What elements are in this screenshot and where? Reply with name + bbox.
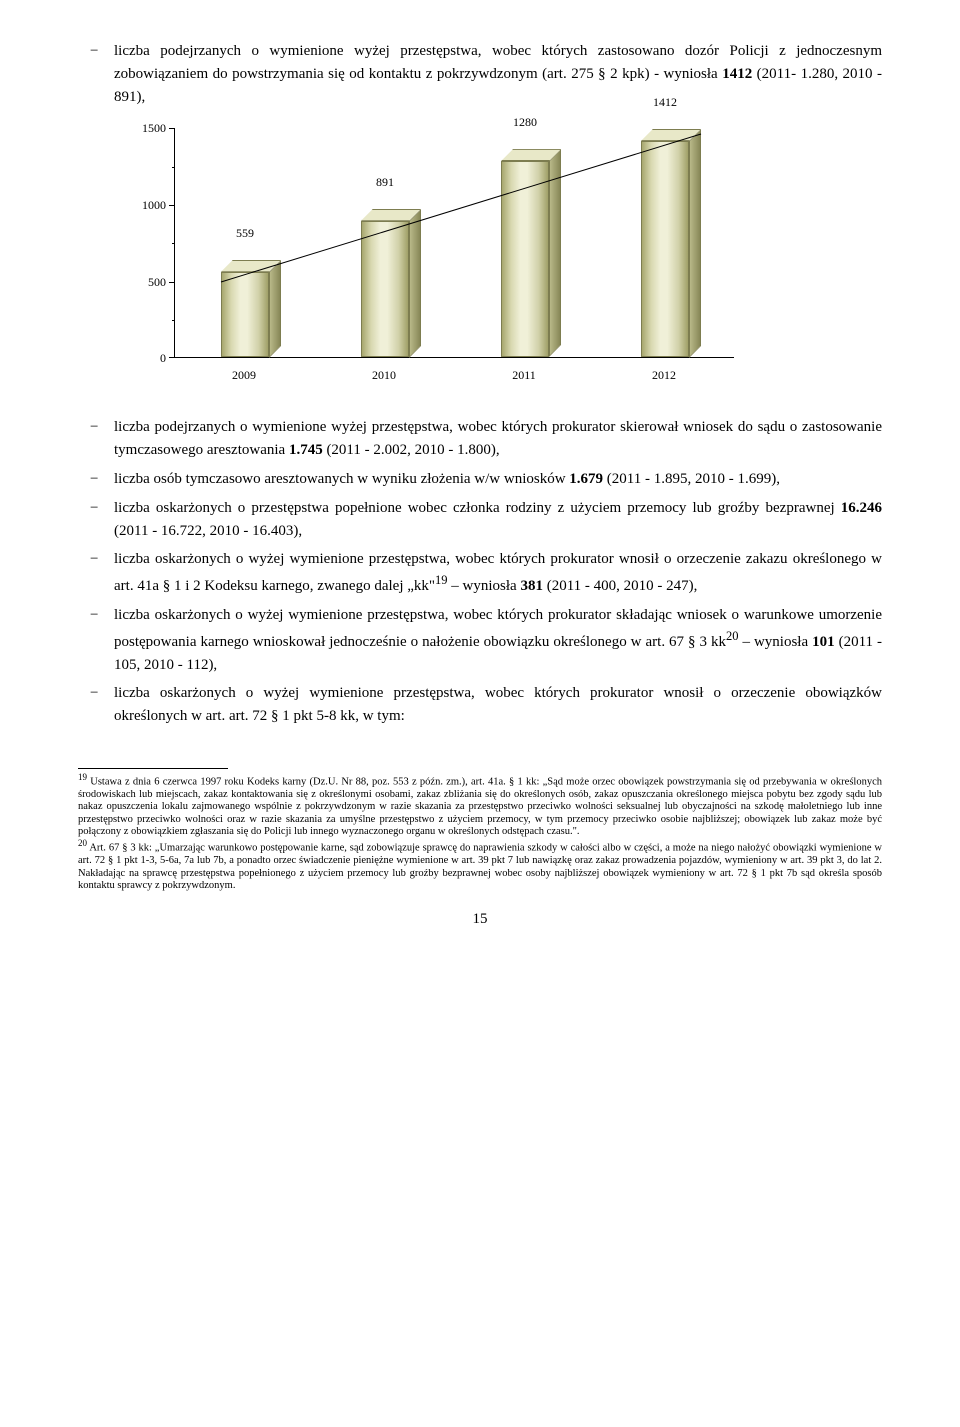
footnote-19-text: Ustawa z dnia 6 czerwca 1997 roku Kodeks… — [78, 776, 882, 837]
bullet-4: liczba oskarżonych o wyżej wymienione pr… — [78, 604, 882, 676]
xlabel-1: 2010 — [354, 366, 414, 384]
bar-label-2: 1280 — [501, 113, 549, 131]
ylabel-500: 500 — [124, 273, 166, 291]
bar-label-0: 559 — [221, 224, 269, 242]
footnote-19: 19 Ustawa z dnia 6 czerwca 1997 roku Kod… — [78, 772, 882, 838]
bullet-0: liczba podejrzanych o wymienione wyżej p… — [78, 416, 882, 462]
bullet-3: liczba oskarżonych o wyżej wymienione pr… — [78, 548, 882, 598]
top-list-item: liczba podejrzanych o wymienione wyżej p… — [78, 40, 882, 108]
ylabel-0: 0 — [124, 349, 166, 367]
bullet-2: liczba oskarżonych o przestępstwa popełn… — [78, 497, 882, 543]
xlabel-0: 2009 — [214, 366, 274, 384]
footnote-20: 20 Art. 67 § 3 kk: „Umarzając warunkowo … — [78, 838, 882, 892]
bullet-1: liczba osób tymczasowo aresztowanych w w… — [78, 468, 882, 491]
bar-label-3: 1412 — [641, 93, 689, 111]
ylabel-1500: 1500 — [124, 119, 166, 137]
bullet-5: liczba oskarżonych o wyżej wymienione pr… — [78, 682, 882, 728]
bar-label-1: 891 — [361, 173, 409, 191]
ylabel-1000: 1000 — [124, 196, 166, 214]
footnote-20-text: Art. 67 § 3 kk: „Umarzając warunkowo pos… — [78, 843, 882, 891]
xlabel-3: 2012 — [634, 366, 694, 384]
page-number: 15 — [78, 908, 882, 931]
xlabel-2: 2011 — [494, 366, 554, 384]
bar-chart: 0 500 1000 1500 559 — [78, 128, 882, 388]
